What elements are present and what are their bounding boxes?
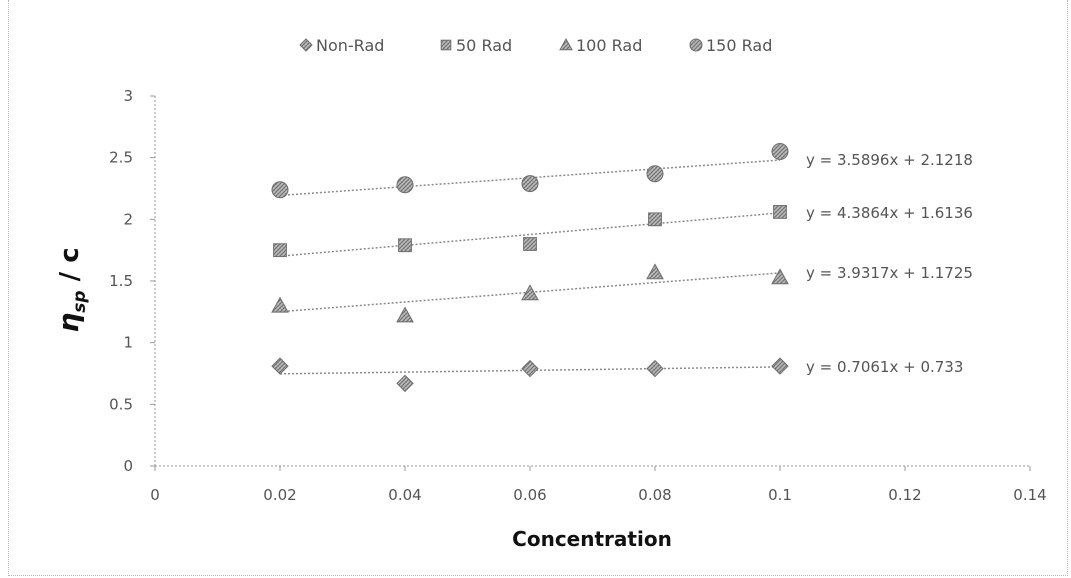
data-point-non-rad: [521, 359, 539, 378]
legend-label-150-rad: 150 Rad: [706, 36, 772, 55]
y-axis-title-symbol: η: [52, 313, 85, 333]
data-point-100-rad: [521, 284, 539, 301]
data-point-100-rad: [646, 263, 664, 280]
data-point-non-rad: [771, 357, 789, 375]
legend-marker-100-rad: [559, 37, 573, 51]
data-point-100-rad: [396, 306, 414, 323]
y-axis-title-subscript: sp: [70, 290, 90, 312]
data-markers: [271, 143, 789, 393]
data-point-150-rad: [646, 165, 664, 183]
data-point-150-rad: [271, 181, 289, 199]
x-tick-label: 0.14: [1013, 486, 1046, 504]
y-tick-label: 1: [123, 334, 133, 352]
data-point-50-rad: [398, 238, 412, 253]
x-tick-label: 0.04: [388, 486, 421, 504]
legend-label-50-rad: 50 Rad: [456, 36, 512, 55]
chart-frame: [8, 0, 1068, 576]
trendline-non-rad: [279, 366, 781, 375]
y-tick-label: 0.5: [109, 395, 133, 413]
y-axis-title: ηsp / c: [52, 247, 90, 332]
trendline-equation-150-rad: y = 3.5896x + 2.1218: [806, 151, 973, 169]
y-ticks: 0 0.5 1 1.5 2 2.5 3: [109, 87, 155, 475]
legend-marker-50-rad: [440, 39, 452, 51]
data-point-100-rad: [771, 268, 789, 285]
data-point-50-rad: [773, 205, 787, 219]
x-tick-label: 0.02: [263, 486, 296, 504]
x-tick-label: 0.06: [513, 486, 546, 504]
trendlines: [279, 159, 781, 375]
y-tick-label: 3: [123, 87, 133, 105]
legend-marker-150-rad: [689, 38, 703, 52]
trendline-100-rad: [279, 272, 781, 313]
data-point-100-rad: [271, 296, 289, 313]
x-axis-title: Concentration: [512, 527, 672, 551]
y-axis-title-suffix: / c: [55, 247, 85, 290]
legend-marker-non-rad: [299, 38, 313, 52]
legend-label-100-rad: 100 Rad: [576, 36, 642, 55]
trendline-equations: y = 0.7061x + 0.733 y = 4.3864x + 1.6136 y…: [806, 151, 973, 376]
x-ticks: 0 0.02 0.04 0.06 0.08 0.1 0.12 0.14: [150, 466, 1047, 504]
data-point-50-rad: [523, 237, 537, 251]
data-point-150-rad: [396, 176, 414, 194]
legend: Non-Rad 50 Rad 100 Rad 150 Rad: [299, 36, 772, 55]
trendline-equation-non-rad: y = 0.7061x + 0.733: [806, 358, 963, 376]
data-point-150-rad: [771, 143, 789, 160]
x-tick-label: 0.1: [768, 486, 792, 504]
data-point-non-rad: [271, 357, 289, 375]
y-tick-label: 1.5: [109, 272, 133, 290]
data-point-50-rad: [273, 243, 287, 258]
y-tick-label: 2: [123, 210, 133, 228]
data-point-50-rad: [648, 212, 662, 227]
x-tick-label: 0: [150, 486, 160, 504]
data-point-non-rad: [396, 374, 414, 393]
trendline-equation-100-rad: y = 3.9317x + 1.1725: [806, 264, 973, 282]
y-tick-label: 2.5: [109, 149, 133, 167]
x-tick-label: 0.08: [638, 486, 671, 504]
data-point-non-rad: [646, 359, 664, 378]
x-tick-label: 0.12: [888, 486, 921, 504]
trendline-equation-50-rad: y = 4.3864x + 1.6136: [806, 204, 973, 222]
trendline-150-rad: [279, 159, 781, 197]
y-tick-label: 0: [123, 457, 133, 475]
data-point-150-rad: [521, 175, 539, 193]
legend-label-non-rad: Non-Rad: [316, 36, 384, 55]
